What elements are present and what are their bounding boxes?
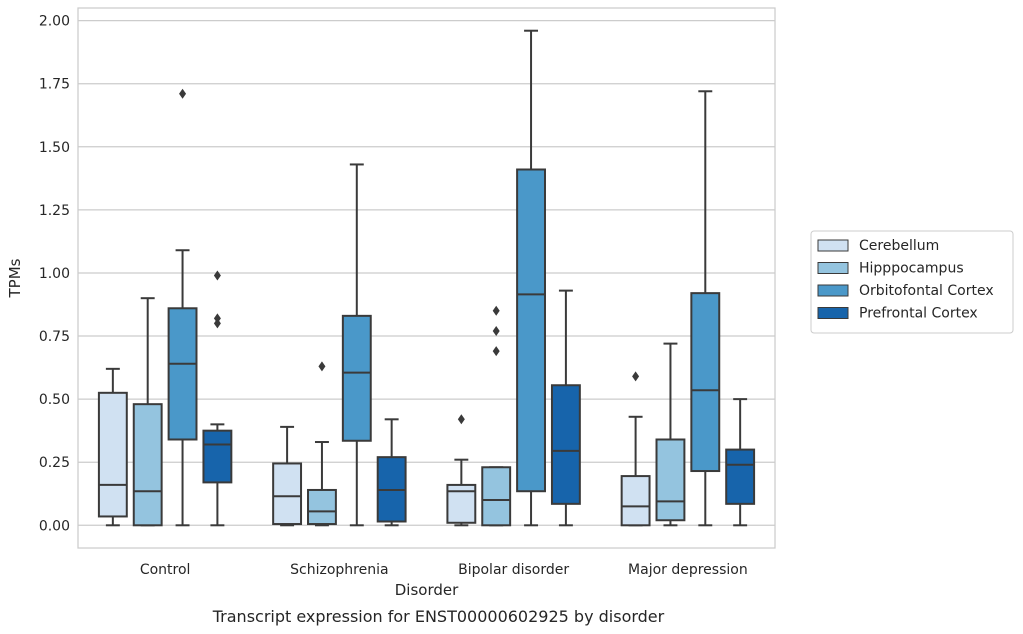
box-plot <box>620 371 651 527</box>
box-plot <box>655 342 686 527</box>
box-iqr <box>341 314 372 442</box>
x-tick-labels: Control Schizophrenia Bipolar disorder Majo… <box>140 562 748 578</box>
outlier-point <box>213 270 221 281</box>
box-plot <box>690 90 721 527</box>
box-plot <box>550 289 581 527</box>
box-iqr <box>550 384 581 505</box>
x-tick-label: Major depression <box>628 562 748 578</box>
box-iqr <box>620 475 651 527</box>
y-axis-label: TPMs <box>6 258 24 298</box>
legend-swatch <box>817 284 849 297</box>
box-iqr <box>690 292 721 473</box>
box-plot <box>376 418 407 527</box>
box-iqr <box>481 466 512 527</box>
x-tick-label: Bipolar disorder <box>458 562 569 578</box>
legend-swatch <box>817 239 849 252</box>
chart-caption: Transcript expression for ENST0000060292… <box>212 607 665 626</box>
box-plot <box>132 297 163 527</box>
y-tick-labels: 0.00 0.25 0.50 0.75 1.00 1.25 1.50 1.75 2.00 <box>39 14 70 535</box>
box-iqr <box>655 438 686 522</box>
legend: Cerebellum Hipppocampus Orbitofontal Corte… <box>810 230 1014 334</box>
x-tick-label: Control <box>140 562 191 578</box>
box-iqr <box>272 462 303 526</box>
box-iqr <box>725 448 756 505</box>
legend-label: Cerebellum <box>859 238 939 254</box>
box-plot <box>272 425 303 527</box>
legend-swatch <box>817 307 849 319</box>
outlier-point <box>492 305 500 316</box>
outlier-point <box>179 88 187 99</box>
x-axis-label: Disorder <box>395 581 459 599</box>
box-plot <box>97 367 128 527</box>
box-iqr <box>167 307 198 441</box>
legend-label: Hipppocampus <box>859 261 964 277</box>
box-plot <box>516 29 546 527</box>
y-tick-label: 0.75 <box>39 329 70 345</box>
outlier-point <box>492 346 500 357</box>
box-plot <box>446 414 477 527</box>
y-tick-label: 1.25 <box>39 203 70 219</box>
box-iqr <box>202 429 233 484</box>
legend-label: Orbitofontal Cortex <box>859 283 994 299</box>
box-iqr <box>132 403 163 527</box>
box-iqr <box>516 168 546 493</box>
box-plot <box>307 361 337 527</box>
y-tick-label: 0.50 <box>39 392 70 408</box>
box-plot <box>481 305 512 527</box>
box-plot <box>167 88 198 527</box>
outlier-point <box>318 361 326 372</box>
y-tick-label: 1.75 <box>39 77 70 93</box>
box-iqr <box>97 391 128 518</box>
outlier-point <box>492 325 500 336</box>
box-series <box>97 29 756 527</box>
outlier-point <box>457 414 465 425</box>
box-plot <box>725 398 756 527</box>
y-tick-label: 0.25 <box>39 455 70 471</box>
plot-area-frame <box>77 7 776 549</box>
x-tick-label: Schizophrenia <box>290 562 388 578</box>
outlier-point <box>632 371 640 382</box>
outlier-point <box>213 313 221 324</box>
box-plot <box>341 163 372 527</box>
box-iqr <box>307 488 337 526</box>
y-tick-label: 1.00 <box>39 266 70 282</box>
y-tick-label: 2.00 <box>39 14 70 30</box>
y-tick-label: 0.00 <box>39 518 70 534</box>
y-tick-label: 1.50 <box>39 140 70 156</box>
legend-swatch <box>817 262 849 274</box>
legend-label: Prefrontal Cortex <box>859 306 978 322</box>
legend-frame <box>810 230 1014 334</box>
outlier-point <box>213 318 221 329</box>
box-plot <box>202 270 233 527</box>
